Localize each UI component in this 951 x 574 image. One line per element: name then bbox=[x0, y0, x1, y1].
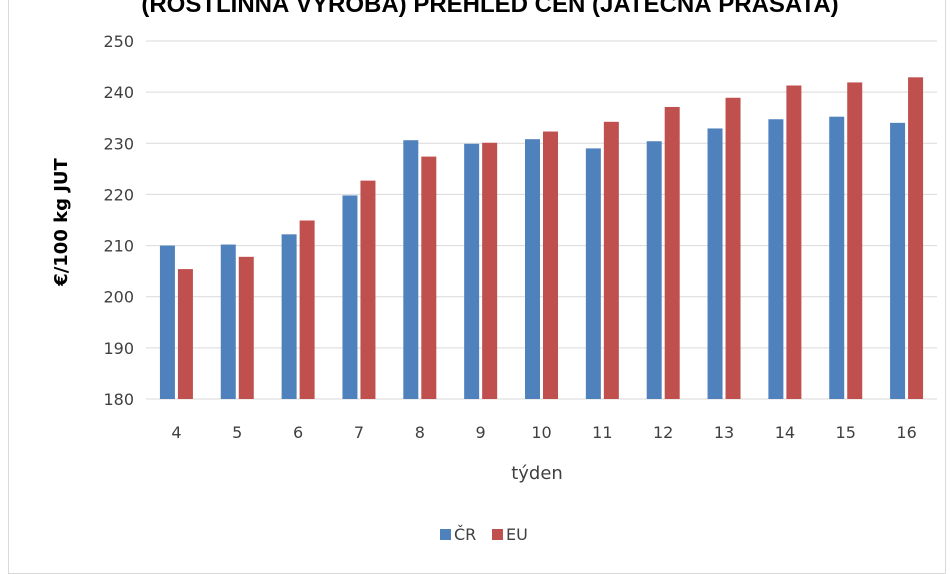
y-tick-label: 190 bbox=[103, 339, 134, 358]
bar-čr-13 bbox=[707, 128, 723, 399]
y-axis-ticks: 180 190 200 210 220 230 240 250 bbox=[103, 32, 134, 409]
x-tick-label: 7 bbox=[354, 423, 364, 442]
chart-title-group: (ROSTLINNÁ VÝROBA) PŘEHLED CEN (JATEČNÁ … bbox=[141, 0, 838, 18]
bar-eu-16 bbox=[908, 77, 924, 399]
x-tick-label: 13 bbox=[714, 423, 734, 442]
legend: ČR EU bbox=[440, 525, 528, 544]
bar-eu-7 bbox=[360, 180, 376, 399]
x-tick-label: 4 bbox=[171, 423, 181, 442]
y-tick-label: 240 bbox=[103, 83, 134, 102]
bar-čr-15 bbox=[829, 116, 845, 399]
x-tick-label: 14 bbox=[775, 423, 795, 442]
bar-čr-16 bbox=[890, 122, 906, 399]
bar-eu-11 bbox=[603, 121, 619, 399]
bar-eu-4 bbox=[177, 269, 193, 399]
bar-čr-8 bbox=[403, 140, 419, 399]
bar-čr-4 bbox=[159, 245, 175, 399]
bar-eu-6 bbox=[299, 220, 315, 399]
legend-label: ČR bbox=[454, 525, 476, 544]
bar-eu-9 bbox=[482, 142, 498, 399]
y-tick-label: 250 bbox=[103, 32, 134, 51]
x-tick-label: 10 bbox=[531, 423, 551, 442]
bar-eu-10 bbox=[543, 131, 558, 399]
bar-eu-13 bbox=[725, 97, 741, 400]
bar-čr-10 bbox=[525, 139, 540, 400]
y-tick-label: 180 bbox=[103, 390, 134, 409]
bar-eu-5 bbox=[238, 256, 254, 399]
bar-čr-12 bbox=[646, 141, 662, 400]
chart-title: (ROSTLINNÁ VÝROBA) PŘEHLED CEN (JATEČNÁ … bbox=[141, 0, 838, 18]
y-tick-label: 200 bbox=[103, 288, 134, 307]
x-axis-ticks: 4 5 6 7 8 9 10 11 12 13 14 15 16 bbox=[171, 423, 916, 442]
y-tick-label: 230 bbox=[103, 134, 134, 153]
x-tick-label: 5 bbox=[232, 423, 242, 442]
x-tick-label: 9 bbox=[476, 423, 486, 442]
bar-eu-8 bbox=[421, 156, 437, 399]
bar-čr-14 bbox=[768, 119, 784, 400]
bar-eu-14 bbox=[786, 85, 802, 399]
x-tick-label: 12 bbox=[653, 423, 673, 442]
legend-swatch bbox=[492, 529, 503, 540]
x-tick-label: 11 bbox=[592, 423, 612, 442]
x-axis-title: týden bbox=[511, 463, 563, 484]
y-axis-title: €/100 kg JUT bbox=[51, 157, 72, 286]
y-tick-label: 220 bbox=[103, 185, 134, 204]
gridlines bbox=[146, 40, 937, 400]
bar-čr-9 bbox=[464, 143, 480, 399]
x-tick-label: 15 bbox=[836, 423, 856, 442]
legend-label: EU bbox=[506, 525, 528, 544]
bar-eu-12 bbox=[664, 106, 680, 399]
legend-swatch bbox=[440, 529, 451, 540]
bar-čr-7 bbox=[342, 195, 358, 399]
bar-čr-5 bbox=[220, 244, 236, 399]
bars bbox=[159, 77, 924, 400]
x-tick-label: 6 bbox=[293, 423, 303, 442]
x-tick-label: 8 bbox=[415, 423, 425, 442]
y-tick-label: 210 bbox=[103, 237, 134, 256]
x-tick-label: 16 bbox=[896, 423, 916, 442]
bar-čr-11 bbox=[585, 148, 601, 399]
bar-eu-15 bbox=[847, 82, 863, 399]
bar-čr-6 bbox=[281, 234, 297, 399]
